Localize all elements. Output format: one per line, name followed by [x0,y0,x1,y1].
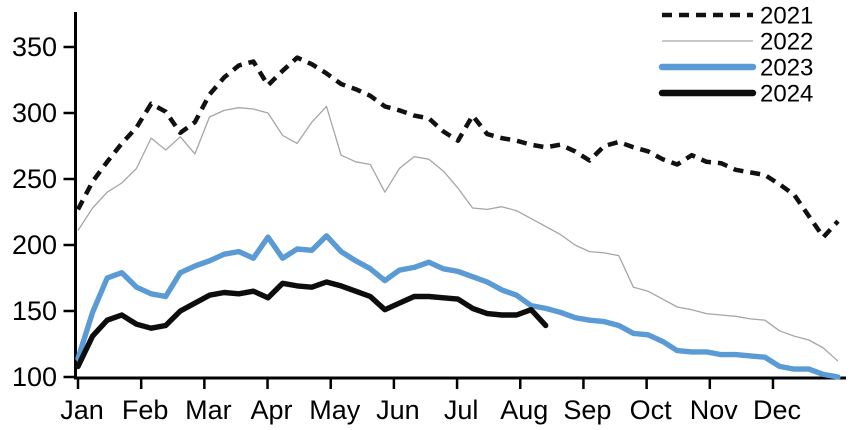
x-tick-label: Apr [251,395,293,425]
y-tick-label: 250 [12,164,57,194]
series-line-2021 [76,55,840,240]
y-tick-label: 350 [12,32,57,62]
series-line-2023 [75,233,841,380]
legend-item-2022: 2022 [662,29,813,56]
x-tick-label: May [309,395,361,425]
x-tick-label: Sep [563,395,611,425]
series-line-2024 [75,279,549,370]
x-tick-label: Aug [500,395,548,425]
legend-item-2023: 2023 [658,55,813,82]
legend-label-2023: 2023 [760,55,813,82]
x-tick-label: Nov [690,395,739,425]
series-lines [75,55,841,380]
x-tick-label: Oct [630,395,673,425]
axis-labels: 100 150 200 250 300 350 Jan Feb Mar Apr May Jun Jul A… [12,32,801,425]
x-tick-label: Mar [185,395,232,425]
y-tick-label: 300 [12,98,57,128]
axes [63,12,846,389]
x-tick-label: Jun [376,395,420,425]
y-tick-label: 150 [12,296,57,326]
series-line-2022 [77,105,839,362]
legend-label-2021: 2021 [760,3,813,30]
legend-item-2024: 2024 [658,81,813,108]
x-tick-label: Dec [753,395,801,425]
y-tick-label: 100 [12,362,57,392]
legend-item-2021: 2021 [662,3,813,30]
x-tick-label: Jan [60,395,104,425]
x-tick-label: Jul [444,395,479,425]
legend-label-2024: 2024 [760,81,813,108]
legend-label-2022: 2022 [760,29,813,56]
y-tick-label: 200 [12,230,57,260]
x-tick-label: Feb [122,395,169,425]
